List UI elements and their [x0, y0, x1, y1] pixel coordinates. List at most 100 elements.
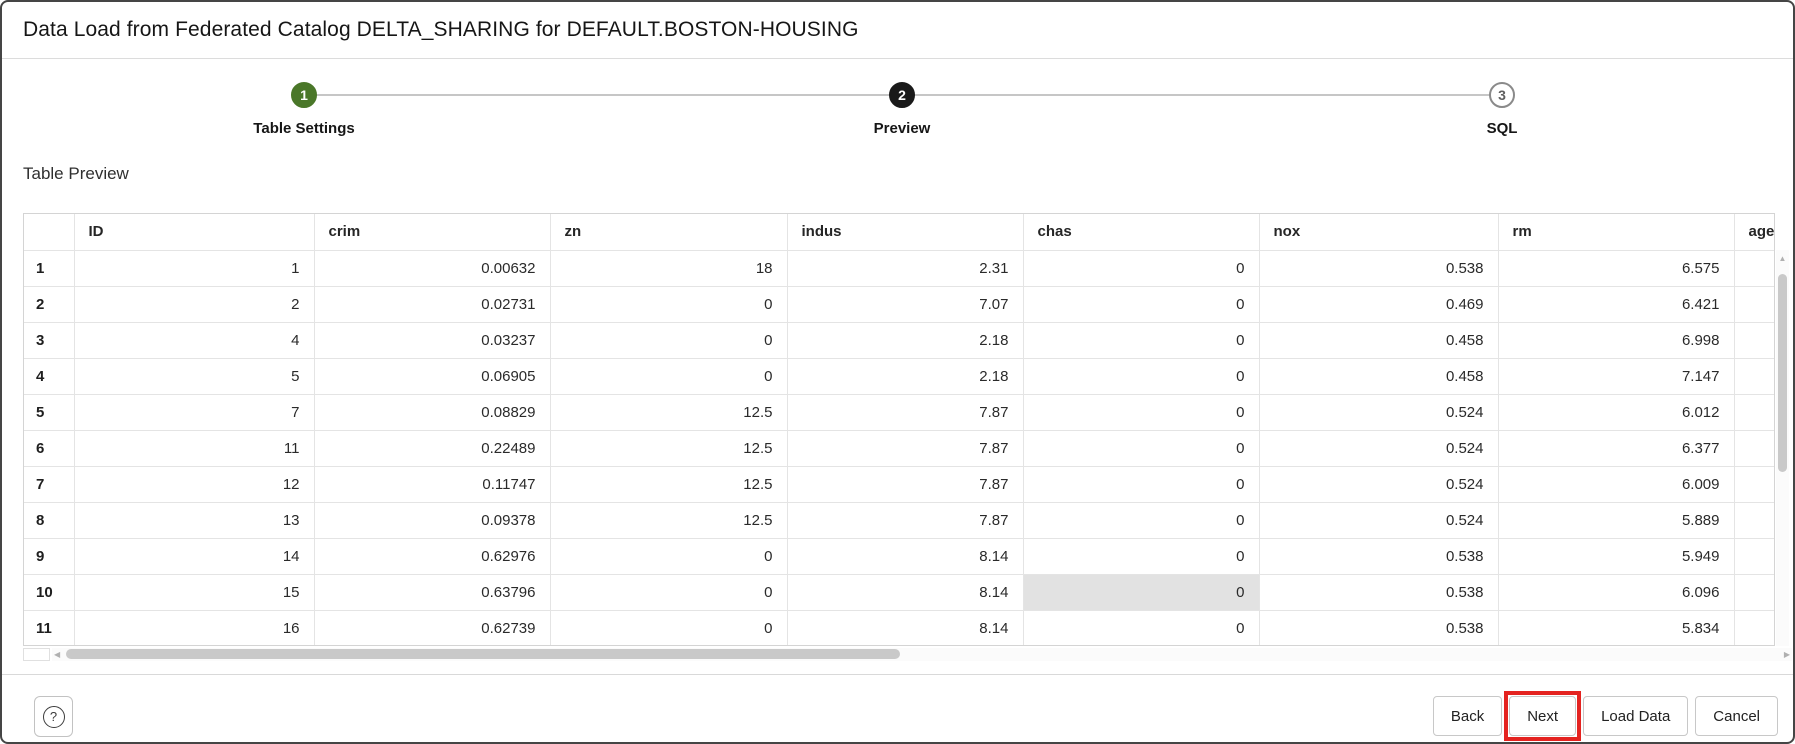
table-cell[interactable]: 0.06905 — [313, 357, 551, 395]
table-cell[interactable]: 0.03237 — [313, 321, 551, 359]
table-cell[interactable]: 0.538 — [1258, 609, 1499, 645]
table-cell[interactable]: 0.62976 — [313, 537, 551, 575]
table-cell[interactable]: 0 — [1022, 501, 1260, 539]
scroll-right-icon[interactable]: ▶ — [1783, 650, 1790, 659]
table-cell[interactable]: 6.377 — [1497, 429, 1735, 467]
horizontal-scrollbar-thumb[interactable] — [66, 649, 900, 659]
table-cell[interactable]: 0.09378 — [313, 501, 551, 539]
table-cell[interactable]: 0.458 — [1258, 321, 1499, 359]
step-preview[interactable]: 2 Preview — [822, 82, 982, 137]
table-cell[interactable]: 0.00632 — [313, 249, 551, 287]
column-header-rm[interactable]: rm — [1497, 214, 1735, 251]
table-cell[interactable]: 0.524 — [1258, 429, 1499, 467]
step-sql[interactable]: 3 SQL — [1422, 82, 1582, 137]
table-cell[interactable]: 2.31 — [786, 249, 1024, 287]
row-number-cell[interactable]: 1 — [24, 249, 75, 287]
table-cell[interactable]: 7.87 — [786, 465, 1024, 503]
table-cell[interactable]: 6.012 — [1497, 393, 1735, 431]
vertical-scrollbar[interactable]: ▲ — [1776, 250, 1789, 646]
table-cell[interactable]: 2 — [73, 285, 315, 323]
cancel-button[interactable]: Cancel — [1695, 696, 1778, 736]
row-number-cell[interactable]: 6 — [24, 429, 75, 467]
table-cell[interactable] — [1733, 501, 1774, 539]
table-cell[interactable]: 12 — [73, 465, 315, 503]
table-cell[interactable]: 0 — [549, 573, 788, 611]
table-cell[interactable]: 8.14 — [786, 573, 1024, 611]
table-cell[interactable]: 0 — [549, 321, 788, 359]
table-cell[interactable] — [1733, 429, 1774, 467]
table-cell[interactable] — [1733, 573, 1774, 611]
table-cell[interactable]: 0.524 — [1258, 501, 1499, 539]
table-cell[interactable]: 0.11747 — [313, 465, 551, 503]
next-button[interactable]: Next — [1509, 696, 1577, 736]
step-table-settings[interactable]: 1 Table Settings — [224, 82, 384, 137]
row-number-cell[interactable]: 9 — [24, 537, 75, 575]
table-cell[interactable]: 5 — [73, 357, 315, 395]
table-cell[interactable]: 0.62739 — [313, 609, 551, 645]
table-cell[interactable]: 15 — [73, 573, 315, 611]
row-number-cell[interactable]: 3 — [24, 321, 75, 359]
table-cell[interactable]: 0.458 — [1258, 357, 1499, 395]
table-cell[interactable]: 0 — [1022, 393, 1260, 431]
table-cell[interactable]: 7.87 — [786, 393, 1024, 431]
table-cell[interactable] — [1733, 537, 1774, 575]
table-cell[interactable] — [1733, 609, 1774, 645]
table-cell[interactable]: 7.07 — [786, 285, 1024, 323]
table-cell[interactable]: 2.18 — [786, 321, 1024, 359]
scroll-up-icon[interactable]: ▲ — [1778, 254, 1787, 263]
table-cell[interactable]: 7 — [73, 393, 315, 431]
table-cell[interactable]: 7.87 — [786, 429, 1024, 467]
table-cell[interactable]: 0.63796 — [313, 573, 551, 611]
table-cell[interactable]: 4 — [73, 321, 315, 359]
table-cell[interactable]: 0 — [1022, 609, 1260, 645]
table-cell[interactable]: 6.575 — [1497, 249, 1735, 287]
table-cell[interactable]: 1 — [73, 249, 315, 287]
table-cell[interactable]: 0.538 — [1258, 537, 1499, 575]
table-cell[interactable] — [1733, 285, 1774, 323]
table-cell[interactable]: 0 — [549, 285, 788, 323]
table-cell[interactable]: 0 — [1022, 321, 1260, 359]
table-cell[interactable]: 6.421 — [1497, 285, 1735, 323]
table-cell[interactable]: 7.147 — [1497, 357, 1735, 395]
table-cell[interactable]: 14 — [73, 537, 315, 575]
help-button[interactable]: ? — [34, 696, 73, 737]
table-cell[interactable]: 0 — [549, 537, 788, 575]
row-number-cell[interactable]: 5 — [24, 393, 75, 431]
table-cell[interactable]: 8.14 — [786, 609, 1024, 645]
column-header-chas[interactable]: chas — [1022, 214, 1260, 251]
row-number-cell[interactable]: 8 — [24, 501, 75, 539]
table-cell[interactable]: 8.14 — [786, 537, 1024, 575]
row-number-cell[interactable]: 11 — [24, 609, 75, 645]
table-cell[interactable]: 0 — [1022, 249, 1260, 287]
vertical-scrollbar-thumb[interactable] — [1778, 274, 1787, 472]
table-cell[interactable]: 0.538 — [1258, 249, 1499, 287]
table-cell[interactable]: 6.096 — [1497, 573, 1735, 611]
table-cell[interactable]: 11 — [73, 429, 315, 467]
table-cell[interactable]: 16 — [73, 609, 315, 645]
table-cell[interactable]: 13 — [73, 501, 315, 539]
table-cell[interactable]: 12.5 — [549, 429, 788, 467]
table-cell[interactable]: 0.524 — [1258, 393, 1499, 431]
table-cell[interactable]: 0.22489 — [313, 429, 551, 467]
row-number-cell[interactable]: 4 — [24, 357, 75, 395]
table-cell[interactable]: 5.889 — [1497, 501, 1735, 539]
table-cell[interactable]: 12.5 — [549, 501, 788, 539]
column-header-age[interactable]: age — [1733, 214, 1774, 251]
row-number-cell[interactable]: 10 — [24, 573, 75, 611]
scroll-left-icon[interactable]: ◀ — [54, 650, 61, 659]
back-button[interactable]: Back — [1432, 696, 1503, 736]
table-cell[interactable]: 0.524 — [1258, 465, 1499, 503]
table-cell[interactable]: 2.18 — [786, 357, 1024, 395]
table-cell[interactable]: 12.5 — [549, 393, 788, 431]
row-number-cell[interactable]: 2 — [24, 285, 75, 323]
table-cell[interactable]: 0 — [549, 609, 788, 645]
table-cell[interactable]: 5.834 — [1497, 609, 1735, 645]
table-cell[interactable]: 5.949 — [1497, 537, 1735, 575]
table-cell[interactable]: 0 — [1022, 357, 1260, 395]
table-cell[interactable]: 0.08829 — [313, 393, 551, 431]
table-cell[interactable]: 18 — [549, 249, 788, 287]
column-header-id[interactable]: ID — [73, 214, 315, 251]
table-cell[interactable]: 0 — [1022, 285, 1260, 323]
table-cell[interactable]: 0 — [1022, 537, 1260, 575]
table-cell[interactable]: 7.87 — [786, 501, 1024, 539]
